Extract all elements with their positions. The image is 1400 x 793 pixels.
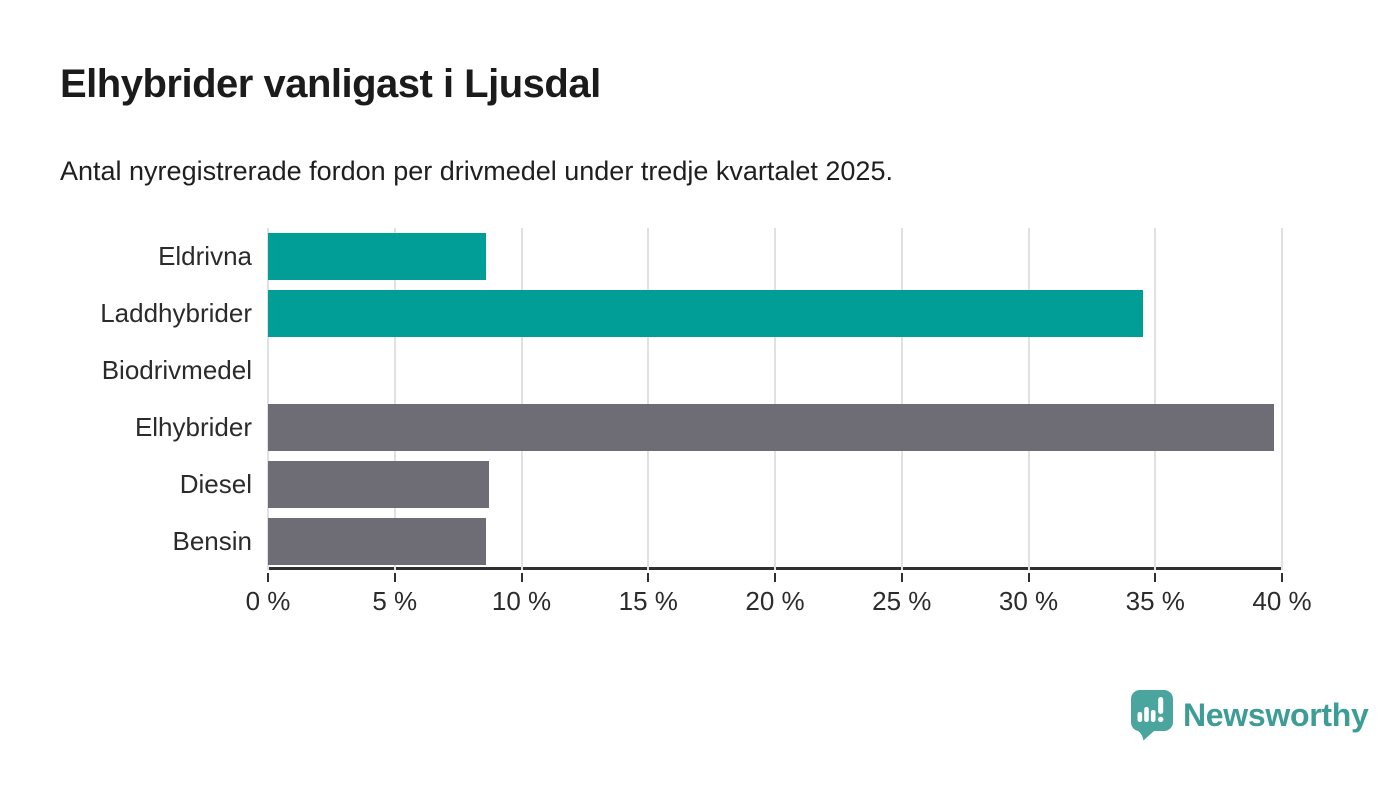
gridline-15 [647, 228, 650, 570]
x-axis-tick-15 [647, 573, 650, 582]
category-label-eldrivna: Eldrivna [158, 241, 252, 271]
newsworthy-chart-bubble-icon [1130, 690, 1173, 741]
bar-laddhybrider [268, 290, 1143, 337]
category-label-bensin: Bensin [172, 526, 253, 556]
x-axis-tick-30 [1027, 573, 1030, 582]
category-label-elhybrider: Elhybrider [134, 412, 252, 442]
newsworthy-logo: Newsworthy [1130, 689, 1369, 741]
category-label-diesel: Diesel [179, 469, 252, 499]
category-label-biodrivmedel: Biodrivmedel [101, 355, 252, 385]
category-label-laddhybrider: Laddhybrider [100, 298, 252, 328]
bar-chart: Eldrivna Laddhybrider Biodrivmedel Elhybrid… [0, 228, 1400, 628]
x-axis-tick-20 [774, 573, 776, 582]
x-axis-tick-40 [1281, 573, 1283, 582]
bar-eldrivna [268, 233, 486, 280]
bar-diesel [268, 461, 489, 508]
x-axis-tick-10 [520, 573, 523, 582]
x-axis-tick-label-30: 30 % [998, 586, 1059, 616]
y-axis-category-labels: Eldrivna Laddhybrider Biodrivmedel Elhybrid… [0, 228, 252, 570]
x-axis-tick-5 [393, 573, 396, 582]
gridline-25 [900, 228, 903, 570]
x-axis-tick-label-15: 15 % [618, 586, 678, 616]
page-title: Elhybrider vanligast i Ljusdal [60, 62, 601, 106]
chart-subtitle: Antal nyregistrerade fordon per drivmede… [60, 156, 893, 186]
gridline-40 [1281, 228, 1283, 570]
plot-area: 0 % 5 % 10 % 15 % 20 % 25 % 30 % 35 % 40 % [246, 228, 1312, 616]
x-axis-tick-25 [900, 573, 903, 582]
x-axis-tick-label-5: 5 % [372, 586, 418, 616]
newsworthy-wordmark: Newsworthy [1183, 697, 1369, 733]
gridline-10 [520, 228, 523, 570]
x-axis-tick-label-25: 25 % [872, 586, 932, 616]
x-axis-tick-label-0: 0 % [245, 586, 291, 616]
bar-elhybrider [268, 404, 1275, 451]
gridline-0 [267, 228, 269, 570]
x-axis-tick-0 [267, 573, 269, 582]
x-axis-tick-35 [1154, 573, 1157, 582]
x-axis-tick-label-35: 35 % [1125, 586, 1185, 616]
gridline-35 [1154, 228, 1157, 570]
gridline-30 [1027, 228, 1030, 570]
gridline-20 [774, 228, 776, 570]
x-axis-tick-label-40: 40 % [1252, 586, 1312, 616]
x-axis-tick-label-10: 10 % [491, 586, 552, 616]
bar-bensin [268, 518, 486, 565]
x-axis-tick-label-20: 20 % [745, 586, 805, 616]
gridline-5 [393, 228, 396, 570]
